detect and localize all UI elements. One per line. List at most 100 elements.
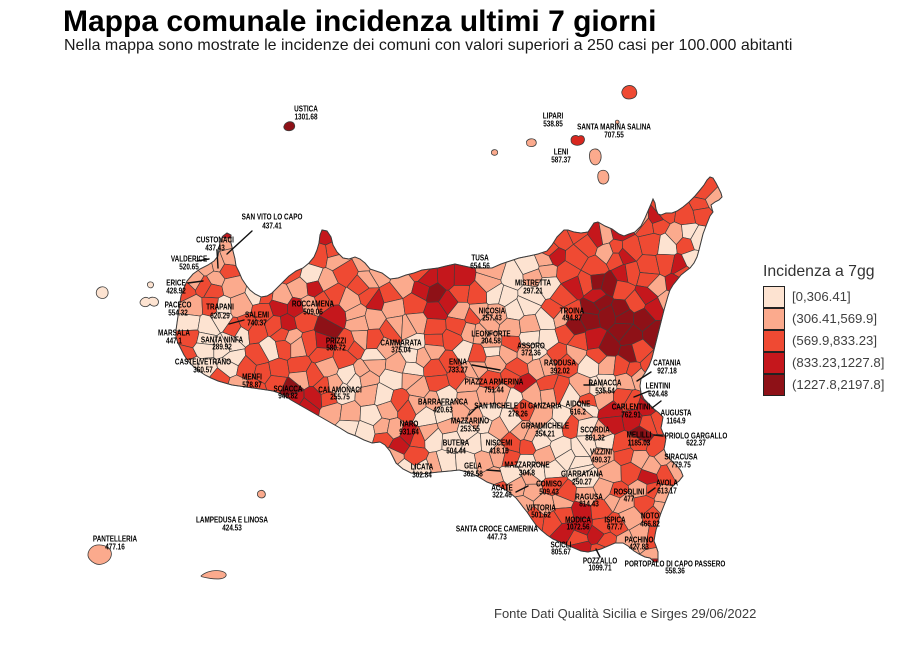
svg-text:677.7: 677.7 [607, 521, 623, 531]
svg-text:447.73: 447.73 [487, 531, 507, 541]
svg-text:NOTO: NOTO [641, 510, 659, 520]
svg-text:AIDONE: AIDONE [566, 398, 591, 408]
svg-text:PRIOLO GARGALLO: PRIOLO GARGALLO [665, 430, 728, 440]
svg-text:MISTRETTA: MISTRETTA [515, 277, 552, 287]
svg-text:PANTELLERIA: PANTELLERIA [93, 533, 138, 543]
svg-text:LENI: LENI [554, 146, 569, 156]
svg-text:MARSALA: MARSALA [158, 327, 190, 337]
svg-text:1072.56: 1072.56 [566, 521, 589, 531]
svg-text:509.43: 509.43 [539, 486, 559, 496]
svg-text:LENTINI: LENTINI [646, 380, 671, 390]
svg-text:CAMMARATA: CAMMARATA [380, 337, 422, 347]
svg-text:BARRAFRANCA: BARRAFRANCA [418, 396, 468, 406]
svg-text:POZZALLO: POZZALLO [583, 555, 618, 565]
svg-text:ROCCAMENA: ROCCAMENA [292, 298, 335, 308]
svg-text:554.32: 554.32 [168, 307, 188, 317]
svg-text:509.06: 509.06 [303, 306, 323, 316]
svg-text:RAMACCA: RAMACCA [589, 377, 622, 387]
svg-text:535.54: 535.54 [595, 385, 615, 395]
svg-text:MENFI: MENFI [242, 371, 262, 381]
svg-text:805.67: 805.67 [551, 546, 571, 556]
svg-text:PIAZZA ARMERINA: PIAZZA ARMERINA [465, 376, 524, 386]
svg-text:375.04: 375.04 [391, 344, 411, 354]
svg-text:ISPICA: ISPICA [604, 514, 626, 524]
svg-text:CATANIA: CATANIA [653, 357, 681, 367]
svg-text:SAN MICHELE DI GANZARIA: SAN MICHELE DI GANZARIA [474, 400, 562, 410]
svg-text:304.8: 304.8 [519, 467, 535, 477]
svg-text:372.36: 372.36 [521, 347, 541, 357]
svg-text:437.41: 437.41 [262, 220, 282, 230]
svg-text:NISCEMI: NISCEMI [486, 437, 513, 447]
svg-text:TROINA: TROINA [560, 305, 585, 315]
svg-text:302.84: 302.84 [412, 469, 432, 479]
svg-text:927.18: 927.18 [657, 365, 677, 375]
svg-text:GELA: GELA [464, 460, 482, 470]
svg-text:587.37: 587.37 [551, 154, 571, 164]
svg-text:1164.9: 1164.9 [666, 415, 685, 425]
svg-text:707.55: 707.55 [604, 129, 624, 139]
svg-text:501.62: 501.62 [531, 509, 551, 519]
svg-text:PORTOPALO DI CAPO PASSERO: PORTOPALO DI CAPO PASSERO [625, 558, 726, 568]
svg-text:NICOSIA: NICOSIA [479, 305, 506, 315]
svg-text:ACATE: ACATE [491, 482, 513, 492]
svg-text:740.37: 740.37 [247, 317, 267, 327]
svg-text:940.82: 940.82 [278, 390, 298, 400]
svg-text:779.75: 779.75 [671, 459, 691, 469]
svg-text:1185.03: 1185.03 [628, 437, 651, 447]
svg-text:654.56: 654.56 [470, 260, 490, 270]
svg-text:SANTA CROCE CAMERINA: SANTA CROCE CAMERINA [456, 523, 539, 533]
svg-text:428.92: 428.92 [166, 285, 186, 295]
svg-text:LEONFORTE: LEONFORTE [471, 328, 510, 338]
svg-text:ENNA: ENNA [449, 356, 468, 366]
svg-text:322.46: 322.46 [492, 489, 512, 499]
svg-text:418.19: 418.19 [489, 445, 509, 455]
svg-text:437.43: 437.43 [205, 242, 225, 252]
svg-text:1301.68: 1301.68 [294, 111, 317, 121]
svg-text:RADDUSA: RADDUSA [544, 357, 576, 367]
svg-text:SCORDIA: SCORDIA [580, 424, 610, 434]
svg-text:620.29: 620.29 [210, 310, 230, 320]
svg-text:814.43: 814.43 [579, 498, 599, 508]
svg-text:578.87: 578.87 [242, 379, 262, 389]
svg-text:ASSORO: ASSORO [517, 340, 545, 350]
svg-text:494.87: 494.87 [562, 312, 582, 322]
svg-text:MELILLI: MELILLI [627, 429, 652, 439]
svg-text:PACECO: PACECO [165, 299, 192, 309]
svg-text:861.32: 861.32 [585, 432, 605, 442]
svg-text:1099.71: 1099.71 [588, 562, 611, 572]
svg-text:424.53: 424.53 [222, 522, 242, 532]
svg-text:466.82: 466.82 [640, 518, 660, 528]
svg-text:304.58: 304.58 [481, 335, 501, 345]
svg-text:250.27: 250.27 [572, 476, 592, 486]
svg-text:477.16: 477.16 [105, 541, 125, 551]
svg-text:BUTERA: BUTERA [443, 437, 470, 447]
svg-text:SCIACCA: SCIACCA [273, 383, 303, 393]
svg-text:289.92: 289.92 [212, 341, 232, 351]
svg-text:LAMPEDUSA E LINOSA: LAMPEDUSA E LINOSA [196, 514, 269, 524]
svg-text:COMISO: COMISO [536, 478, 562, 488]
svg-text:PRIZZI: PRIZZI [326, 335, 346, 345]
svg-text:GIARRATANA: GIARRATANA [561, 468, 603, 478]
svg-text:447.1: 447.1 [166, 335, 182, 345]
svg-text:LICATA: LICATA [411, 461, 434, 471]
svg-text:RAGUSA: RAGUSA [575, 491, 603, 501]
svg-text:520.65: 520.65 [179, 261, 199, 271]
svg-text:427.83: 427.83 [629, 541, 649, 551]
svg-text:ROSOLINI: ROSOLINI [614, 486, 645, 496]
svg-text:AUGUSTA: AUGUSTA [660, 407, 692, 417]
svg-text:GRAMMICHELE: GRAMMICHELE [521, 420, 569, 430]
svg-text:538.85: 538.85 [543, 118, 563, 128]
svg-text:360.57: 360.57 [193, 364, 213, 374]
svg-text:362.58: 362.58 [463, 468, 483, 478]
svg-text:VITTORIA: VITTORIA [526, 502, 556, 512]
svg-text:SCICLI: SCICLI [551, 539, 572, 549]
svg-text:477: 477 [624, 493, 635, 503]
svg-text:580.72: 580.72 [326, 342, 346, 352]
svg-text:733.27: 733.27 [448, 364, 468, 374]
svg-text:VALDERICE: VALDERICE [171, 253, 207, 263]
svg-text:MODICA: MODICA [565, 514, 591, 524]
svg-text:751.44: 751.44 [484, 384, 504, 394]
svg-text:354.21: 354.21 [535, 428, 555, 438]
svg-text:TRAPANI: TRAPANI [206, 301, 234, 311]
svg-text:CUSTONACI: CUSTONACI [196, 234, 234, 244]
